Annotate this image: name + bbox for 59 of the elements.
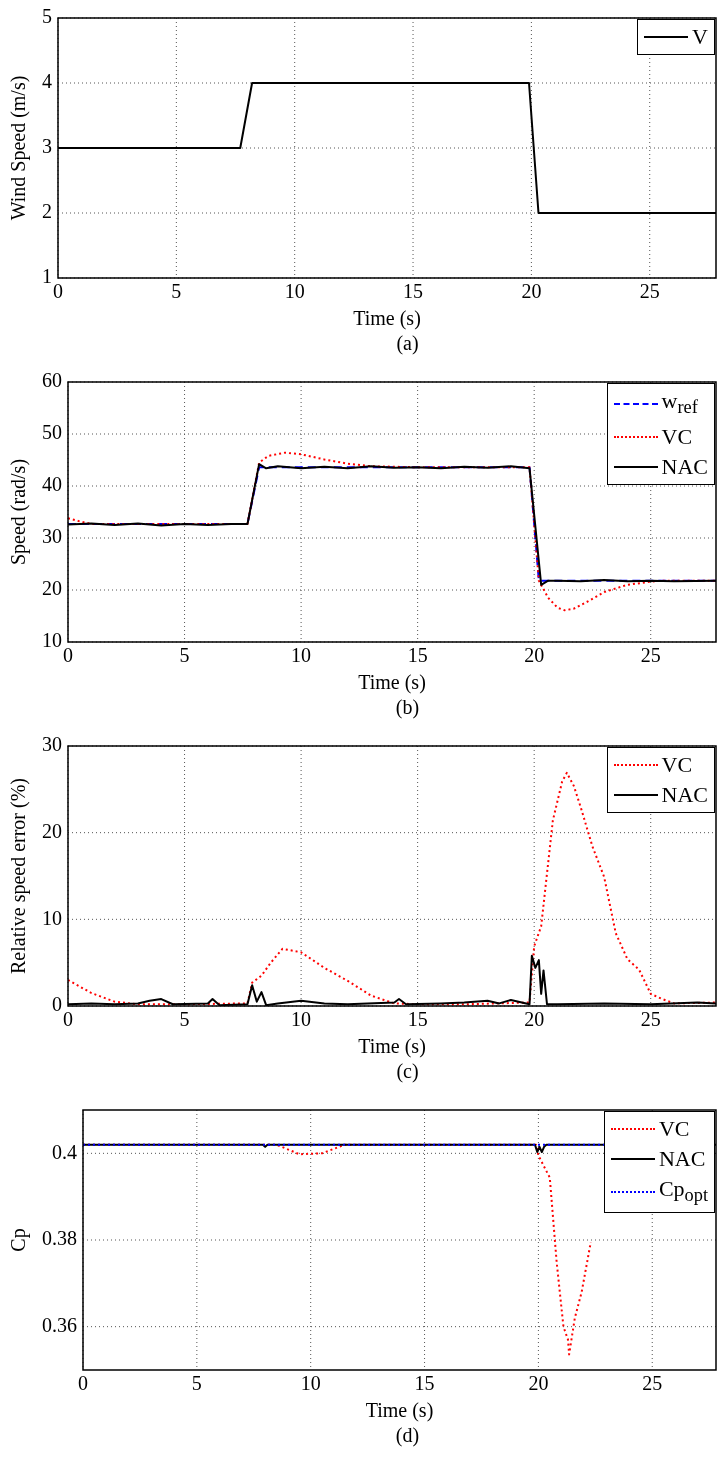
legend-label: Cp$_{opt}$ [658, 1175, 708, 1208]
y-axis-title: Speed (rad/s) [7, 458, 31, 566]
legend-label: VC [661, 751, 693, 779]
x-tick-label: 5 [191, 1372, 202, 1395]
x-tick-label: 10 [291, 644, 312, 667]
y-tick-label: 0.36 [42, 1313, 77, 1336]
x-tick-label: 20 [528, 1372, 549, 1395]
legend-label: V [692, 23, 708, 51]
x-tick-label: 20 [524, 644, 545, 667]
x-tick-label: 25 [640, 1008, 661, 1031]
y-tick-label: 50 [42, 421, 62, 444]
x-tick-label: 5 [179, 644, 190, 667]
x-tick-label: 10 [284, 280, 305, 303]
x-tick-label: 20 [521, 280, 542, 303]
legend-label: VC [658, 1115, 690, 1143]
y-tick-label: 2 [42, 200, 52, 223]
y-tick-label: 20 [42, 819, 62, 842]
y-tick-label: 30 [42, 733, 62, 756]
x-tick-label: 15 [407, 1008, 428, 1031]
y-tick-label: 0.38 [42, 1227, 77, 1250]
y-tick-label: 10 [42, 629, 62, 652]
x-axis-title: Time (s) [358, 1035, 426, 1059]
x-tick-label: 25 [640, 644, 661, 667]
x-tick-label: 5 [171, 280, 182, 303]
y-tick-label: 1 [42, 265, 52, 288]
x-tick-label: 10 [291, 1008, 312, 1031]
legend-label: NAC [658, 1145, 706, 1173]
x-axis-title: Time (s) [358, 671, 426, 695]
y-tick-label: 4 [42, 70, 52, 93]
x-axis-title: Time (s) [353, 307, 421, 331]
x-tick-label: 10 [300, 1372, 321, 1395]
x-tick-label: 15 [407, 644, 428, 667]
y-tick-label: 5 [42, 5, 52, 28]
y-tick-label: 20 [42, 577, 62, 600]
y-tick-label: 10 [42, 906, 62, 929]
x-axis-title: Time (s) [365, 1399, 434, 1423]
y-tick-label: 0 [52, 993, 62, 1016]
legend-label: w$_{ref}$ [661, 387, 698, 420]
text: (b) [394, 696, 421, 719]
y-tick-label: 0.4 [52, 1140, 77, 1163]
y-axis-title: Wind Speed (m/s) [7, 75, 31, 221]
y-tick-label: 60 [42, 369, 62, 392]
text: (a) [395, 332, 420, 355]
legend-label: NAC [661, 453, 708, 482]
text: (c) [395, 1060, 420, 1083]
text: (d) [394, 1424, 421, 1447]
x-tick-label: 15 [403, 280, 424, 303]
y-tick-label: 40 [42, 473, 62, 496]
x-tick-label: 25 [642, 1372, 663, 1395]
x-tick-label: 20 [524, 1008, 545, 1031]
legend-label: VC [661, 423, 693, 452]
x-tick-label: 25 [639, 280, 660, 303]
x-tick-label: 15 [414, 1372, 435, 1395]
legend-label: NAC [661, 781, 708, 809]
y-tick-label: 30 [42, 525, 62, 548]
y-tick-label: 3 [42, 135, 52, 158]
y-axis-title: Cp [7, 1228, 31, 1252]
x-tick-label: 5 [179, 1008, 190, 1031]
y-axis-title: Relative speed error (%) [7, 777, 31, 975]
